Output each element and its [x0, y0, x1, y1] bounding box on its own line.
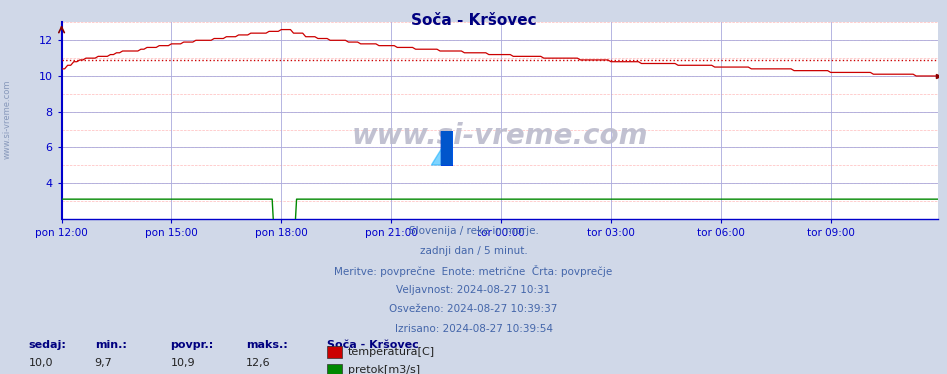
Text: www.si-vreme.com: www.si-vreme.com [3, 80, 12, 159]
Text: pretok[m3/s]: pretok[m3/s] [348, 365, 420, 374]
Text: 9,7: 9,7 [95, 358, 113, 368]
Text: maks.:: maks.: [246, 340, 288, 350]
Text: Meritve: povprečne  Enote: metrične  Črta: povprečje: Meritve: povprečne Enote: metrične Črta:… [334, 265, 613, 277]
Text: temperatura[C]: temperatura[C] [348, 347, 435, 357]
Text: sedaj:: sedaj: [28, 340, 66, 350]
Text: povpr.:: povpr.: [170, 340, 214, 350]
Text: www.si-vreme.com: www.si-vreme.com [351, 122, 648, 150]
Text: zadnji dan / 5 minut.: zadnji dan / 5 minut. [420, 246, 527, 256]
Polygon shape [441, 131, 452, 165]
Text: Slovenija / reke in morje.: Slovenija / reke in morje. [408, 226, 539, 236]
Text: Soča - Kršovec: Soča - Kršovec [327, 340, 419, 350]
Text: min.:: min.: [95, 340, 127, 350]
Text: 10,9: 10,9 [170, 358, 195, 368]
Text: 10,0: 10,0 [28, 358, 53, 368]
Text: Veljavnost: 2024-08-27 10:31: Veljavnost: 2024-08-27 10:31 [397, 285, 550, 295]
Text: 12,6: 12,6 [246, 358, 271, 368]
Text: Osveženo: 2024-08-27 10:39:37: Osveženo: 2024-08-27 10:39:37 [389, 304, 558, 314]
Text: Izrisano: 2024-08-27 10:39:54: Izrisano: 2024-08-27 10:39:54 [395, 324, 552, 334]
Text: Soča - Kršovec: Soča - Kršovec [411, 13, 536, 28]
